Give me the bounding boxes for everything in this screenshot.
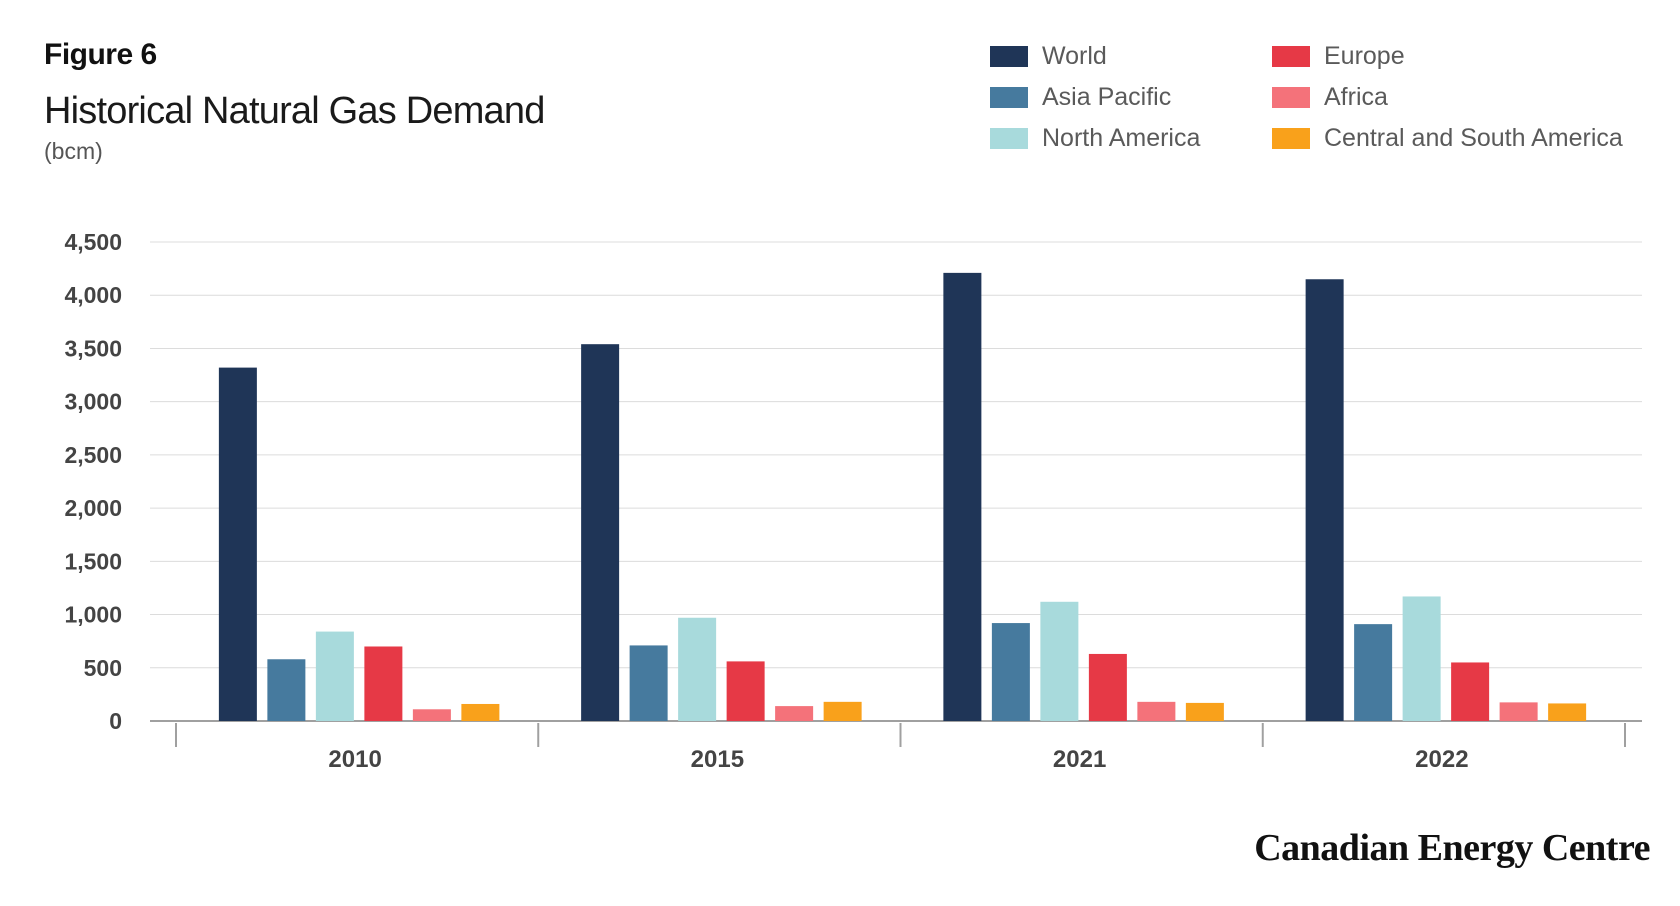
y-tick-label: 1,000 [64, 602, 122, 628]
legend-swatch [990, 46, 1028, 67]
legend-item: Europe [1272, 42, 1405, 71]
y-tick-label: 3,500 [64, 335, 122, 361]
bar-world [218, 367, 257, 721]
bar-africa [1137, 701, 1176, 721]
legend-item: World [990, 42, 1107, 71]
x-tick-label: 2022 [1415, 746, 1468, 773]
bar-europe [726, 661, 765, 721]
bar-asia-pacific [1354, 624, 1393, 721]
bar-north-america [1402, 596, 1441, 721]
bar-world [1305, 279, 1344, 721]
y-tick-label: 4,500 [64, 229, 122, 255]
y-tick-label: 1,500 [64, 548, 122, 574]
brand-logo-text: Canadian Energy Centre [1254, 827, 1650, 869]
y-tick-label: 500 [84, 655, 122, 681]
bar-africa [1499, 702, 1538, 721]
bar-europe [364, 646, 403, 721]
bar-africa [775, 706, 814, 721]
legend-label: World [1042, 42, 1107, 70]
legend-label: Africa [1324, 83, 1388, 111]
y-tick-label: 2,000 [64, 495, 122, 521]
bar-north-america [315, 631, 354, 721]
legend-swatch [990, 87, 1028, 108]
y-tick-label: 0 [109, 708, 122, 734]
bar-world [581, 344, 620, 721]
x-tick-label: 2015 [691, 746, 744, 773]
legend-label: Asia Pacific [1042, 83, 1172, 111]
legend-label: North America [1042, 124, 1201, 152]
x-tick-label: 2010 [328, 746, 381, 773]
bar-central-and-south-america [823, 701, 862, 721]
legend-swatch [1272, 46, 1310, 67]
bar-world [943, 272, 982, 721]
bar-central-and-south-america [1185, 702, 1224, 721]
bar-africa [412, 709, 451, 721]
bar-north-america [1040, 601, 1079, 721]
bar-central-and-south-america [1548, 703, 1587, 721]
legend-swatch [1272, 128, 1310, 149]
bar-asia-pacific [991, 623, 1030, 721]
figure-label: Figure 6 [44, 38, 157, 71]
legend-label: Europe [1324, 42, 1405, 70]
legend-item: Asia Pacific [990, 83, 1171, 112]
legend-item: Africa [1272, 83, 1388, 112]
x-tick-label: 2021 [1053, 746, 1106, 773]
legend-item: Central and South America [1272, 124, 1623, 153]
legend-swatch [990, 128, 1028, 149]
chart-title: Historical Natural Gas Demand [44, 90, 545, 132]
y-tick-label: 4,000 [64, 282, 122, 308]
bar-north-america [678, 617, 717, 721]
bar-asia-pacific [267, 659, 306, 721]
bar-central-and-south-america [461, 703, 500, 721]
bar-asia-pacific [629, 645, 668, 721]
y-axis-unit: (bcm) [44, 138, 103, 164]
legend-item: North America [990, 124, 1200, 153]
y-tick-label: 3,000 [64, 389, 122, 415]
bar-europe [1088, 653, 1127, 721]
legend-swatch [1272, 87, 1310, 108]
bar-europe [1451, 662, 1490, 721]
y-tick-label: 2,500 [64, 442, 122, 468]
legend-label: Central and South America [1324, 124, 1623, 152]
